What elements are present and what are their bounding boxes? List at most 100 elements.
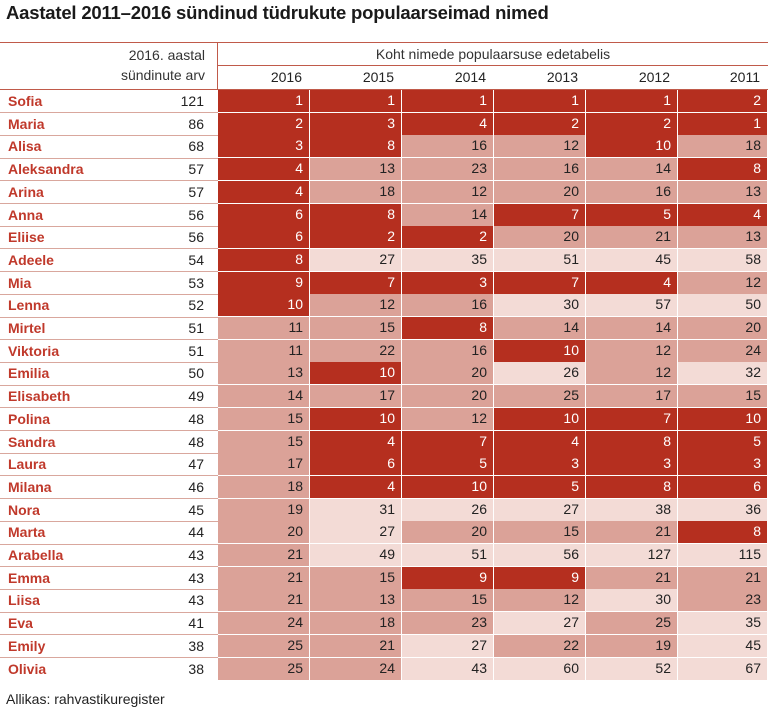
- rank-cell-2014: 20: [402, 385, 494, 409]
- rank-cell-2016: 21: [218, 589, 310, 613]
- births-value: 52: [188, 297, 204, 314]
- births-value: 50: [188, 365, 204, 382]
- rank-cell-2015: 2: [310, 226, 402, 250]
- births-header-line-2: sündinute arv: [120, 67, 205, 83]
- rank-cell-2011: 35: [678, 612, 768, 636]
- name-label: Alisa: [8, 138, 42, 155]
- rank-cell-2013: 2: [494, 112, 586, 136]
- rank-cell-2016: 15: [218, 407, 310, 431]
- rank-cell-2015: 6: [310, 453, 402, 477]
- rank-cell-2011: 5: [678, 430, 768, 454]
- rank-cell-2013: 22: [494, 634, 586, 658]
- row-separator: [0, 134, 218, 136]
- row-separator: [0, 611, 218, 613]
- rank-cell-2013: 14: [494, 317, 586, 341]
- births-value: 48: [188, 433, 204, 450]
- rank-cell-2011: 2: [678, 90, 768, 114]
- name-label: Laura: [8, 456, 47, 473]
- births-value: 44: [188, 524, 204, 541]
- row-separator: [0, 657, 218, 658]
- name-label: Sandra: [8, 433, 56, 450]
- rank-cell-2011: 115: [678, 544, 768, 568]
- rank-cell-2015: 49: [310, 544, 402, 568]
- rank-cell-2012: 17: [586, 385, 678, 409]
- rank-cell-2012: 12: [586, 339, 678, 363]
- year-header-2015: 2015: [362, 69, 394, 85]
- rank-cell-2011: 10: [678, 407, 768, 431]
- year-header-2011: 2011: [729, 69, 760, 85]
- row-separator: [0, 225, 218, 227]
- rank-cell-2016: 11: [218, 339, 310, 363]
- rank-cell-2015: 27: [310, 248, 402, 272]
- rank-cell-2012: 30: [586, 589, 678, 613]
- rank-cell-2013: 3: [494, 453, 586, 477]
- rank-cell-2011: 23: [678, 589, 768, 613]
- name-label: Eliise: [8, 229, 45, 246]
- row-separator: [0, 203, 218, 204]
- rank-cell-2012: 8: [586, 475, 678, 499]
- rank-cell-2014: 8: [402, 317, 494, 341]
- rank-cell-2014: 20: [402, 362, 494, 386]
- chart-title: Aastatel 2011–2016 sündinud tüdrukute po…: [6, 2, 549, 23]
- name-label: Milana: [8, 478, 52, 495]
- rank-cell-2011: 3: [678, 453, 768, 477]
- rank-cell-2016: 13: [218, 362, 310, 386]
- births-value: 68: [188, 138, 204, 155]
- row-separator: [0, 520, 218, 522]
- rank-cell-2012: 10: [586, 135, 678, 159]
- row-separator: [0, 452, 218, 454]
- rank-cell-2011: 6: [678, 475, 768, 499]
- year-header-2013: 2013: [546, 69, 578, 85]
- rank-cell-2015: 21: [310, 634, 402, 658]
- row-separator: [0, 384, 218, 386]
- rank-cell-2016: 20: [218, 521, 310, 545]
- rank-cell-2014: 20: [402, 521, 494, 545]
- rank-cell-2012: 52: [586, 657, 678, 681]
- rank-cell-2012: 7: [586, 407, 678, 431]
- row-separator: [0, 271, 218, 273]
- name-label: Eva: [8, 615, 33, 632]
- rank-cell-2012: 38: [586, 498, 678, 522]
- rank-cell-2011: 32: [678, 362, 768, 386]
- births-value: 51: [188, 342, 204, 359]
- rank-cell-2015: 13: [310, 158, 402, 182]
- rank-cell-2012: 5: [586, 203, 678, 227]
- row-separator: [0, 339, 218, 341]
- rank-cell-2015: 3: [310, 112, 402, 136]
- rank-cell-2015: 10: [310, 407, 402, 431]
- rank-cell-2014: 1: [402, 90, 494, 114]
- name-label: Polina: [8, 410, 51, 427]
- rank-cell-2015: 27: [310, 521, 402, 545]
- births-value: 57: [188, 161, 204, 178]
- rank-cell-2012: 45: [586, 248, 678, 272]
- row-separator: [0, 316, 218, 318]
- rank-cell-2016: 21: [218, 544, 310, 568]
- rank-cell-2016: 3: [218, 135, 310, 159]
- rank-cell-2011: 21: [678, 566, 768, 590]
- rank-cell-2012: 21: [586, 521, 678, 545]
- births-header-line-1: 2016. aastal: [128, 47, 205, 63]
- name-label: Marta: [8, 524, 46, 541]
- row-separator: [0, 180, 218, 182]
- rank-cell-2011: 8: [678, 158, 768, 182]
- row-separator: [0, 112, 218, 114]
- rank-cell-2014: 14: [402, 203, 494, 227]
- name-label: Mirtel: [8, 320, 46, 336]
- rank-cell-2013: 27: [494, 612, 586, 636]
- rank-cell-2014: 7: [402, 430, 494, 454]
- name-label: Arina: [8, 183, 44, 200]
- row-separator: [0, 498, 218, 500]
- rank-cell-2011: 4: [678, 203, 768, 227]
- births-value: 86: [188, 115, 204, 132]
- year-header-2016: 2016: [270, 69, 302, 85]
- rank-cell-2014: 43: [402, 657, 494, 681]
- births-value: 121: [180, 93, 204, 109]
- births-value: 54: [188, 251, 204, 268]
- name-label: Emma: [8, 569, 51, 586]
- rank-cell-2011: 24: [678, 339, 768, 363]
- births-column-header: 2016. aastal sündinute arv: [121, 45, 205, 85]
- year-header-2014: 2014: [454, 69, 486, 85]
- rank-cell-2015: 15: [310, 566, 402, 590]
- births-value: 38: [188, 660, 204, 677]
- rank-cell-2013: 7: [494, 271, 586, 295]
